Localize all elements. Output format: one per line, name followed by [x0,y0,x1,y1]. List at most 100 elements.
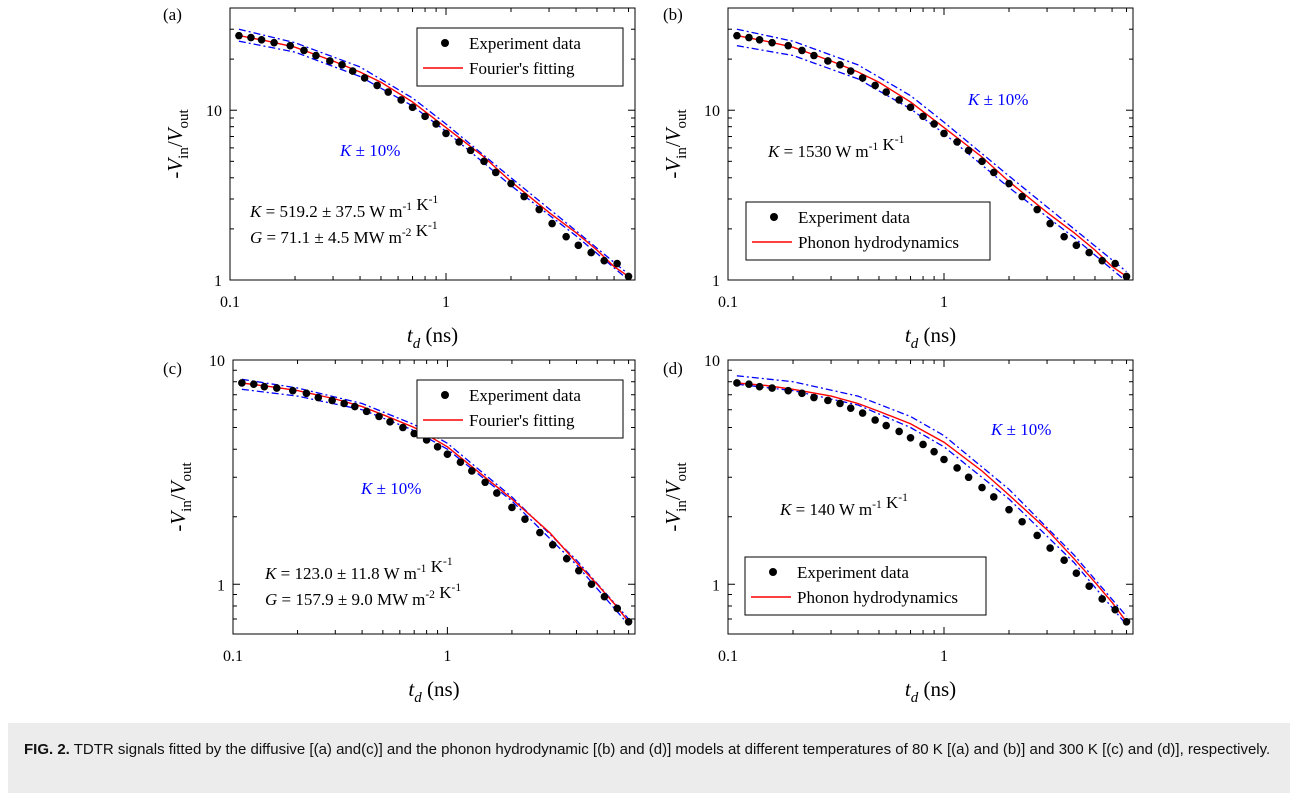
experiment-point [978,483,986,492]
x-tick-label: 0.1 [718,294,738,311]
legend-label: Experiment data [798,208,910,227]
band-lower-line [241,388,630,626]
experiment-point [846,67,855,75]
experiment-point [1098,595,1106,603]
experiment-point [340,399,348,408]
chart-panel-d: (d) 0.1 1 1 10 td (ns) -Vin/Vout Experiment dat… [661,353,1134,706]
experiment-point [768,384,776,392]
experiment-point [784,41,793,50]
experiment-point [562,554,571,563]
axis-ticks [232,359,635,635]
experiment-point [930,447,938,456]
axis-ticks [727,359,1133,635]
experiment-point [810,393,818,402]
experiment-point [755,382,764,391]
plot-frame [727,359,1134,635]
experiment-point [953,464,961,472]
experiment-point [257,35,266,44]
fit-line [736,34,1127,277]
experiment-point [624,272,633,280]
experiment-point [768,38,776,47]
experiment-point [858,74,867,82]
y-axis-label: -Vin/Vout [661,109,690,179]
experiment-point [338,61,346,69]
experiment-point [562,232,570,241]
experiment-point [442,129,450,138]
y-axis-label: -Vin/Vout [166,462,195,532]
experiment-point [1060,232,1068,241]
experiment-point [386,418,394,426]
experiment-point [302,389,311,398]
x-tick-label: 0.1 [718,648,738,665]
experiment-point [410,429,418,438]
experiment-point [491,168,500,177]
experiment-point [1111,605,1119,614]
x-tick-label: 0.1 [223,648,243,665]
experiment-point [1111,259,1119,268]
experiment-point [784,386,793,395]
experiment-point [260,382,269,391]
experiment-point [548,540,557,549]
experiment-point [824,57,832,65]
experiment-point [624,618,633,626]
experiment-point [286,41,295,50]
y-tick-label: 10 [206,103,222,120]
x-axis-label: td (ns) [905,323,956,352]
experiment-point [466,146,475,155]
parameter-annotation: K = 1530 W m-1 K-1 [767,133,905,161]
chart-panel-c: (c) 0.1 1 1 10 td (ns) -Vin/Vout Experiment dat… [163,353,636,706]
experiment-point [432,120,440,128]
experiment-point [1046,219,1054,228]
experiment-point [397,96,405,104]
experiment-point [1060,556,1068,565]
experiment-point [360,74,369,82]
experiment-point [468,467,476,475]
panel-label: (d) [663,359,683,378]
experiment-point [574,566,583,575]
x-tick-label: 1 [940,294,948,311]
band-label: K ± 10% [967,90,1028,109]
plot-area [733,28,1131,280]
fit-line [736,382,1128,623]
experiment-point [1033,205,1041,214]
experiment-point [1018,517,1026,526]
legend-marker-dot [769,568,777,576]
fit-line [238,34,629,277]
band-label: K ± 10% [339,141,400,160]
plot-frame [229,7,636,281]
experiment-point [798,46,806,55]
y-tick-label: 10 [704,103,720,120]
experiment-point [480,157,488,166]
legend-label: Experiment data [797,563,909,582]
experiment-point [238,379,246,387]
experiment-point [1018,192,1026,201]
experiment-point [348,67,357,75]
experiment-point [964,473,973,482]
experiment-point [249,380,258,388]
experiment-point [1072,241,1081,250]
x-tick-label: 1 [940,648,948,665]
figure-canvas: (a) 0.1 1 1 10 td (ns) -Vin/Vout Experiment dat… [163,5,1134,706]
experiment-point [456,458,465,467]
x-axis-label: td (ns) [407,323,458,352]
experiment-point [521,515,529,524]
plot-area [238,378,633,626]
experiment-point [733,379,741,387]
experiment-point [272,384,281,392]
legend-label: Fourier's fitting [469,59,575,78]
plot-area [235,28,633,280]
experiment-point [745,33,753,42]
experiment-point [587,580,596,589]
experiment-point [600,592,609,601]
plot-frame [727,7,1134,281]
experiment-point [1122,272,1131,280]
experiment-point [1033,531,1041,540]
x-axis-label: td (ns) [905,677,956,706]
legend-label: Experiment data [469,34,581,53]
experiment-point [1005,505,1013,514]
experiment-point [940,129,948,138]
x-tick-label: 0.1 [220,294,240,311]
experiment-point [613,259,621,268]
legend: Experiment data Fourier's fitting [416,27,624,87]
panel-label: (b) [663,5,683,24]
